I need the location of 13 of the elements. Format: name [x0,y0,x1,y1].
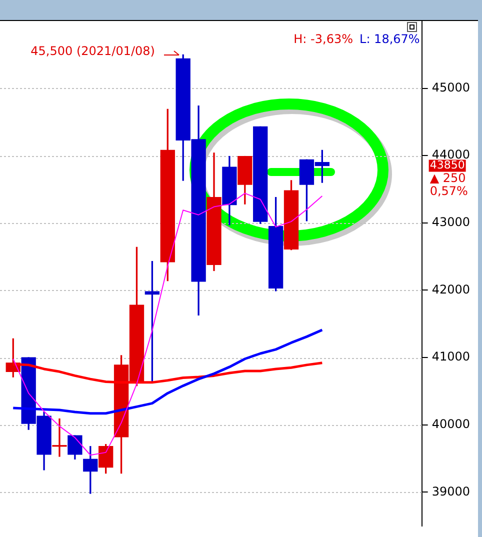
y-tick-label: 43000 [432,215,470,230]
y-tick-label: 39000 [432,484,470,498]
text: 43850 [430,158,465,172]
y-tick-label: 42000 [432,282,470,296]
text: ▲ 250 [430,170,466,185]
annotation: 45,500 (2021/01/08) [30,44,155,58]
candlestick [52,418,67,457]
y-tick-label: 45000 [432,80,470,94]
y-tick-label: 41000 [432,350,470,364]
y-tick-label: 40000 [432,416,470,431]
text: L: 18,67% [360,32,420,46]
annotation: H: -3,63% [294,32,353,46]
text: 0,57% [430,184,468,198]
